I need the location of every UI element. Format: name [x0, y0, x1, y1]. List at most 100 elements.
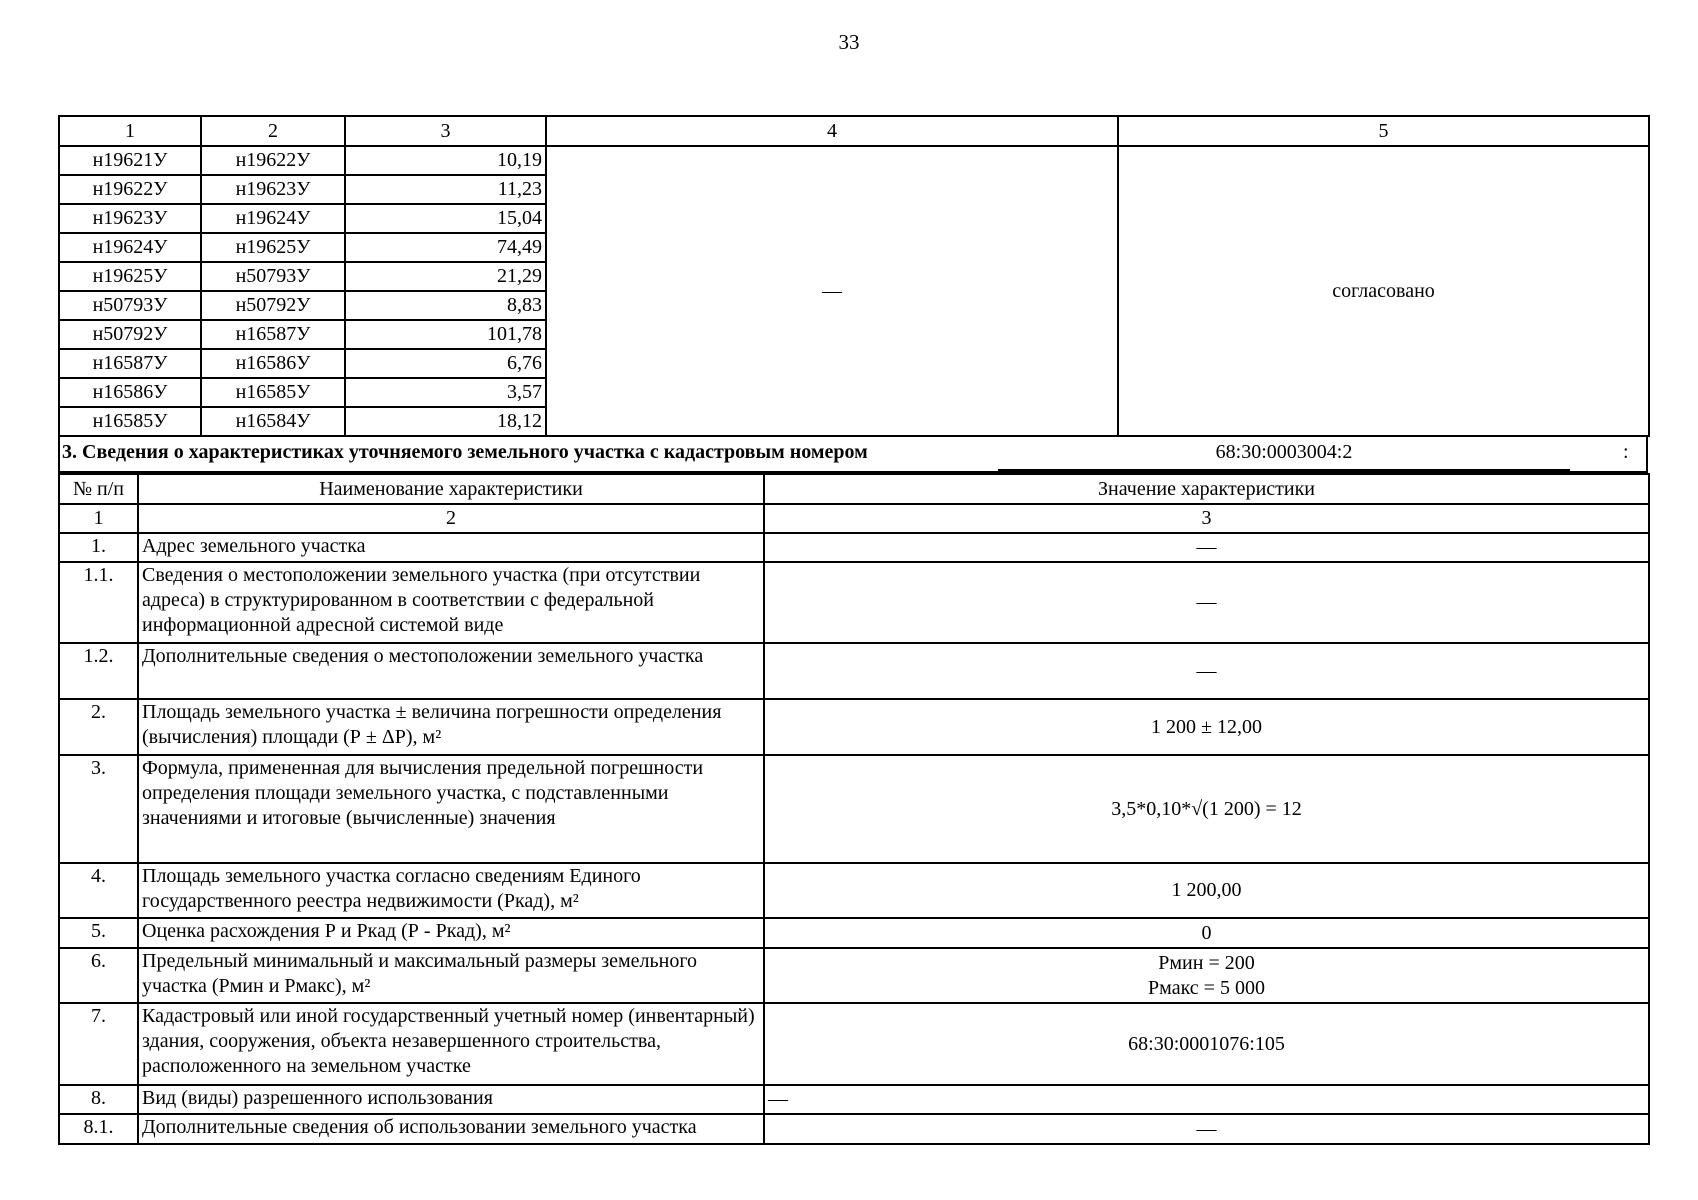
point-cell: н50793У [58, 290, 202, 321]
boundary-table: 1 2 3 4 5 н19621У н19622У 10,19— согласован… [58, 115, 1650, 437]
point-cell: н50793У [200, 261, 346, 292]
characteristic-name: Дополнительные сведения о местоположении… [137, 642, 765, 700]
table-row: 4. Площадь земельного участка согласно св… [58, 862, 1650, 919]
col5-value: согласовано [1117, 145, 1650, 437]
table-row: 1.2. Дополнительные сведения о местополож… [58, 642, 1650, 700]
row-number: 1. [58, 532, 139, 563]
table-row: н19622У н19623У 11,23 [58, 174, 1649, 205]
table-row: 6. Предельный минимальный и максимальный … [58, 947, 1650, 1004]
length-cell: 101,78 [344, 319, 547, 350]
characteristic-name: Площадь земельного участка ± величина по… [137, 698, 765, 756]
table-row: н19625У н50793У 21,29 [58, 261, 1649, 292]
characteristic-value: 1 200,00 [763, 862, 1650, 919]
page-number: 33 [838, 30, 860, 54]
length-cell: 3,57 [344, 377, 547, 408]
header-cell: 1 [58, 115, 202, 147]
characteristic-name: Оценка расхождения Р и Ркад (Р - Ркад), … [137, 917, 765, 949]
length-cell: 11,23 [344, 174, 547, 205]
col4-value: — [545, 145, 1119, 437]
header-cell: № п/п [58, 473, 139, 505]
point-cell: н19623У [200, 174, 346, 205]
section-title: 3. Сведения о характеристиках уточняемог… [62, 441, 868, 463]
point-cell: н19622У [200, 145, 346, 176]
point-cell: н19621У [58, 145, 202, 176]
header-cell: 2 [200, 115, 346, 147]
row-number: 2. [58, 698, 139, 756]
point-cell: н19625У [58, 261, 202, 292]
characteristic-name: Адрес земельного участка [137, 532, 765, 563]
characteristic-name: Предельный минимальный и максимальный ра… [137, 947, 765, 1004]
index-cell: 2 [137, 503, 765, 534]
header-cell: Значение характеристики [763, 473, 1650, 505]
table-row: н19621У н19622У 10,19— согласовано [58, 145, 1650, 437]
length-cell: 18,12 [344, 406, 547, 437]
characteristic-value: — [763, 642, 1650, 700]
point-cell: н16587У [200, 319, 346, 350]
value-line: Рмин = 200 [1158, 951, 1255, 974]
length-cell: 8,83 [344, 290, 547, 321]
index-cell: 1 [58, 503, 139, 534]
point-cell: н16585У [58, 406, 202, 437]
table-row: 1.1. Сведения о местоположении земельного… [58, 561, 1650, 644]
row-number: 1.1. [58, 561, 139, 644]
table-row: 2. Площадь земельного участка ± величина … [58, 698, 1650, 756]
point-cell: н16584У [200, 406, 346, 437]
table-row: н50793У н50792У 8,83 [58, 290, 1649, 321]
point-cell: н19622У [58, 174, 202, 205]
row-number: 3. [58, 754, 139, 864]
point-cell: н19625У [200, 232, 346, 263]
table-row: 3. Формула, примененная для вычисления пр… [58, 754, 1650, 864]
table-row: 8. Вид (виды) разрешенного использования — [58, 1084, 1650, 1115]
value-line: Рмакс = 5 000 [1148, 976, 1265, 999]
header-cell: Наименование характеристики [137, 473, 765, 505]
table-header-row: № п/п Наименование характеристики Значен… [58, 473, 1650, 505]
header-cell: 4 [545, 115, 1119, 147]
point-cell: н19624У [200, 203, 346, 234]
characteristic-value: — [763, 1084, 1650, 1115]
point-cell: н50792У [58, 319, 202, 350]
characteristics-table: № п/п Наименование характеристики Значен… [58, 473, 1650, 1145]
characteristic-value: 68:30:0001076:105 [763, 1002, 1650, 1086]
table-row: 7. Кадастровый или иной государственный у… [58, 1002, 1650, 1086]
table-row: 1. Адрес земельного участка — [58, 532, 1650, 563]
point-cell: н16586У [200, 348, 346, 379]
length-cell: 21,29 [344, 261, 547, 292]
table-row: 5. Оценка расхождения Р и Ркад (Р - Ркад)… [58, 917, 1650, 949]
table-row: н50792У н16587У 101,78 [58, 319, 1649, 350]
section-3-heading: 3. Сведения о характеристиках уточняемог… [58, 437, 1648, 473]
table-header-row: 1 2 3 4 5 [58, 115, 1650, 147]
point-cell: н19623У [58, 203, 202, 234]
index-row: 1 2 3 [58, 503, 1650, 534]
characteristic-value: 1 200 ± 12,00 [763, 698, 1650, 756]
table-row: 8.1. Дополнительные сведения об использов… [58, 1113, 1650, 1145]
characteristic-value: — [763, 532, 1650, 563]
row-number: 6. [58, 947, 139, 1004]
characteristic-name: Вид (виды) разрешенного использования [137, 1084, 765, 1115]
header-cell: 3 [344, 115, 547, 147]
row-number: 4. [58, 862, 139, 919]
point-cell: н16585У [200, 377, 346, 408]
colon: : [1623, 441, 1629, 463]
table-row: н19623У н19624У 15,04 [58, 203, 1649, 234]
table-row: н16586У н16585У 3,57 [58, 377, 1649, 408]
row-number: 1.2. [58, 642, 139, 700]
row-number: 8. [58, 1084, 139, 1115]
header-cell: 5 [1117, 115, 1650, 147]
characteristic-value: — [763, 1113, 1650, 1145]
characteristic-name: Формула, примененная для вычисления пред… [137, 754, 765, 864]
table-row: н16587У н16586У 6,76 [58, 348, 1649, 379]
length-cell: 10,19 [344, 145, 547, 176]
point-cell: н16587У [58, 348, 202, 379]
table-row: н16585У н16584У 18,12 [58, 406, 1649, 437]
characteristic-value: 3,5*0,10*√(1 200) = 12 [763, 754, 1650, 864]
characteristic-name: Дополнительные сведения об использовании… [137, 1113, 765, 1145]
length-cell: 74,49 [344, 232, 547, 263]
row-number: 7. [58, 1002, 139, 1086]
point-cell: н50792У [200, 290, 346, 321]
characteristic-name: Площадь земельного участка согласно свед… [137, 862, 765, 919]
index-cell: 3 [763, 503, 1650, 534]
row-number: 8.1. [58, 1113, 139, 1145]
characteristic-value: 0 [763, 917, 1650, 949]
point-cell: н16586У [58, 377, 202, 408]
characteristic-value: — [763, 561, 1650, 644]
